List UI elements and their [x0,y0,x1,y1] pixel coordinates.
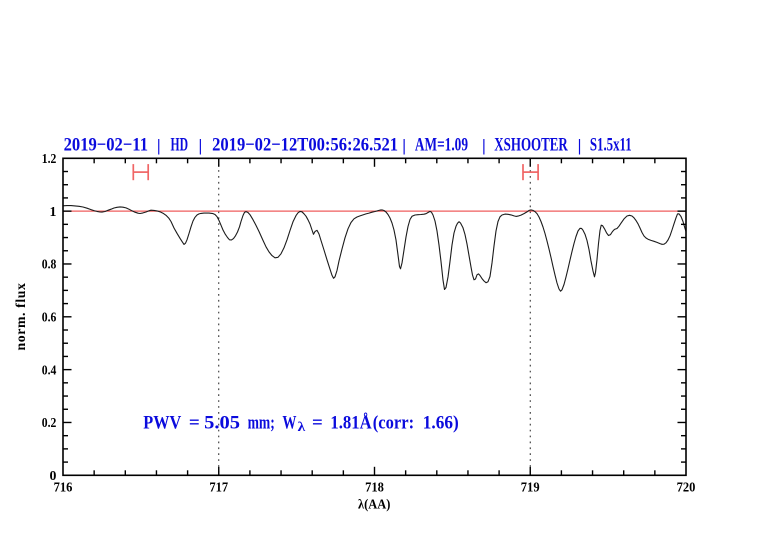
svg-text:HD: HD [171,135,189,156]
svg-text:(corr:: (corr: [373,413,414,434]
svg-text:|: | [199,136,203,155]
svg-text:1.2: 1.2 [42,151,57,166]
svg-text:0: 0 [49,468,56,483]
svg-text:1.81Å: 1.81Å [330,413,371,434]
svg-text:0.4: 0.4 [42,362,57,377]
svg-text:W: W [282,413,297,434]
svg-text:AM=1.09: AM=1.09 [415,135,468,156]
svg-text:2019−02−12T00:56:26.521: 2019−02−12T00:56:26.521 [212,135,398,156]
svg-text:λ: λ [298,420,306,435]
svg-text:=: = [189,413,200,434]
svg-text:0.8: 0.8 [42,257,57,272]
svg-text:2019−02−11: 2019−02−11 [64,135,148,156]
svg-text:=: = [312,413,323,434]
svg-text:718: 718 [365,480,384,495]
svg-text:717: 717 [209,480,228,495]
svg-text:|: | [402,136,406,155]
svg-text:|: | [157,136,161,155]
svg-text:1.66): 1.66) [423,413,459,434]
svg-text:λ(AA): λ(AA) [358,496,390,512]
svg-text:0.2: 0.2 [42,415,57,430]
svg-text:|: | [578,136,582,155]
svg-text:XSHOOTER: XSHOOTER [494,135,568,156]
svg-text:norm. flux: norm. flux [13,282,28,350]
svg-text:mm;: mm; [248,413,275,434]
svg-text:|: | [482,136,486,155]
svg-text:716: 716 [54,480,73,495]
svg-text:PWV: PWV [143,413,181,434]
svg-text:719: 719 [521,480,540,495]
svg-text:1: 1 [49,204,56,219]
svg-text:S1.5x11: S1.5x11 [590,135,632,156]
svg-text:5.05: 5.05 [204,413,240,434]
svg-text:720: 720 [677,480,696,495]
svg-text:0.6: 0.6 [42,310,57,325]
